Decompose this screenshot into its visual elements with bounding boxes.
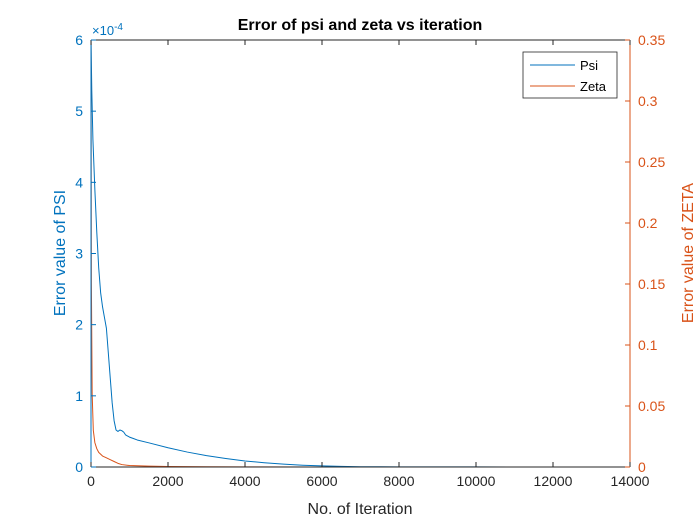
left-y-tick-label: 3 [75, 246, 83, 262]
left-y-tick-label: 2 [75, 317, 83, 333]
legend-box [522, 51, 618, 99]
x-ticks: 0 2000 4000 6000 8000 10000 12000 14000 [87, 40, 650, 489]
x-tick-label: 4000 [229, 473, 260, 489]
left-y-axis-label: Error value of PSI [52, 190, 69, 316]
right-y-tick-label: 0.05 [638, 398, 665, 414]
x-tick-label: 14000 [611, 473, 650, 489]
right-y-axis-label: Error value of ZETA [680, 183, 697, 324]
x-axis-label: No. of Iteration [308, 501, 413, 518]
x-tick-label: 12000 [534, 473, 573, 489]
legend: Psi Zeta [522, 51, 618, 99]
left-y-tick-label: 6 [75, 32, 83, 48]
right-y-tick-label: 0.2 [638, 215, 658, 231]
right-y-tick-label: 0.35 [638, 32, 665, 48]
right-y-tick-label: 0.1 [638, 337, 658, 353]
left-axis-exponent: ×10-4 [92, 22, 123, 38]
legend-label-psi: Psi [580, 58, 598, 73]
right-y-tick-label: 0.25 [638, 154, 665, 170]
left-y-ticks: 0 1 2 3 4 5 6 [75, 32, 96, 475]
series-line-psi [90, 39, 619, 468]
x-tick-label: 6000 [306, 473, 337, 489]
right-y-ticks: 0 0.05 0.1 0.15 0.2 0.25 0.3 0.35 [625, 32, 665, 475]
chart-title: Error of psi and zeta vs iteration [238, 17, 483, 34]
left-y-tick-label: 0 [75, 459, 83, 475]
right-y-tick-label: 0.15 [638, 276, 665, 292]
legend-label-zeta: Zeta [580, 79, 607, 94]
x-tick-label: 8000 [383, 473, 414, 489]
x-tick-label: 0 [87, 473, 95, 489]
plot-area [91, 40, 630, 467]
right-y-tick-label: 0.3 [638, 93, 658, 109]
left-y-tick-label: 4 [75, 174, 83, 190]
left-y-tick-label: 1 [75, 388, 83, 404]
x-tick-label: 2000 [152, 473, 183, 489]
x-tick-label: 10000 [457, 473, 496, 489]
left-y-tick-label: 5 [75, 103, 83, 119]
right-y-tick-label: 0 [638, 459, 646, 475]
